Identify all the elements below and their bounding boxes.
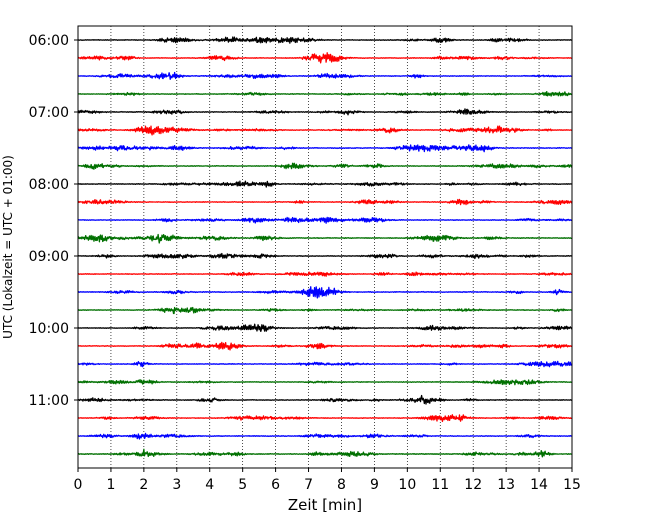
x-axis-ticks: 0 1 2 3 4 5 6 7 8 9 10 11 12 13 14 15 (74, 468, 581, 493)
x-tick-label: 8 (337, 477, 346, 493)
x-tick-label: 12 (464, 477, 482, 493)
x-axis-label: Zeit [min] (288, 496, 362, 514)
x-tick-label: 13 (497, 477, 515, 493)
x-tick-label: 2 (139, 477, 148, 493)
trace-line (77, 360, 573, 368)
x-tick-label: 1 (106, 477, 115, 493)
trace-line (77, 52, 573, 64)
trace-line (77, 394, 573, 405)
y-axis-ticks: 06:00 07:00 08:00 09:00 10:00 11:00 (29, 33, 78, 409)
x-tick-label: 0 (74, 477, 83, 493)
trace-line (77, 71, 573, 80)
trace-line (77, 180, 573, 188)
trace-line (77, 414, 573, 423)
trace-line (77, 252, 573, 260)
x-tick-label: 3 (172, 477, 181, 493)
trace-line (77, 341, 573, 351)
x-tick-label: 10 (398, 477, 416, 493)
trace-line (77, 90, 573, 97)
trace-line (77, 379, 573, 386)
trace-line (77, 108, 573, 116)
trace-line (77, 162, 573, 170)
x-tick-label: 6 (271, 477, 280, 493)
trace-line (77, 144, 573, 153)
y-tick-label: 11:00 (29, 393, 69, 409)
trace-line (77, 323, 573, 333)
trace-line (77, 286, 573, 299)
trace-line (77, 198, 573, 206)
x-tick-label: 14 (530, 477, 548, 493)
trace-line (77, 216, 573, 224)
trace-line (77, 271, 573, 277)
y-tick-label: 07:00 (29, 105, 69, 121)
x-tick-label: 9 (370, 477, 379, 493)
x-tick-label: 7 (304, 477, 313, 493)
y-tick-label: 08:00 (29, 177, 69, 193)
y-tick-label: 10:00 (29, 321, 69, 337)
x-tick-label: 15 (563, 477, 581, 493)
x-tick-label: 4 (205, 477, 214, 493)
seismic-traces (77, 36, 573, 458)
trace-line (77, 306, 573, 315)
x-tick-label: 11 (431, 477, 449, 493)
plot-background (78, 26, 572, 468)
y-tick-label: 09:00 (29, 249, 69, 265)
trace-line (77, 36, 573, 44)
plot-frame (77, 25, 573, 469)
trace-line (77, 432, 573, 440)
y-tick-label: 06:00 (29, 33, 69, 49)
trace-line (77, 448, 573, 458)
y-axis-label: UTC (Lokalzeit = UTC + 01:00) (1, 155, 15, 339)
trace-line (77, 125, 573, 136)
x-tick-label: 5 (238, 477, 247, 493)
trace-line (77, 233, 573, 244)
